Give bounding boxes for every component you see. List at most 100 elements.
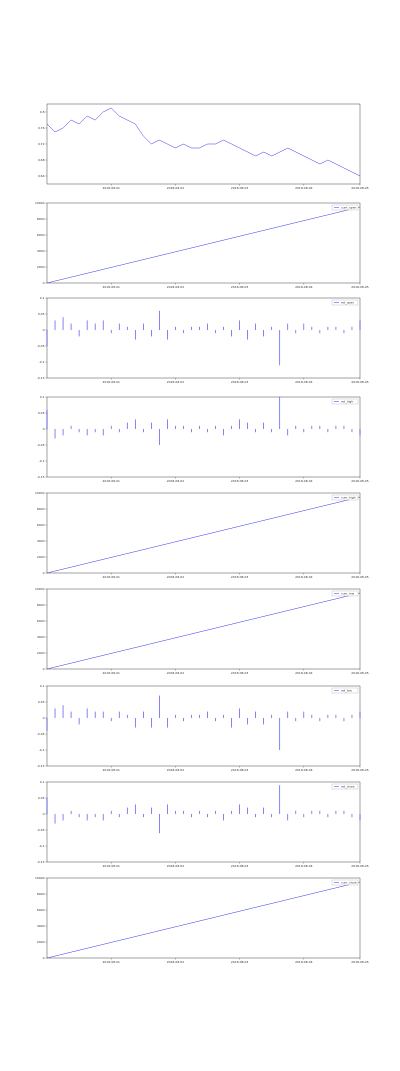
x-tick-label: 2018-08-01: [102, 671, 120, 675]
y-tick-label: 8000: [37, 217, 45, 221]
bar: [94, 323, 96, 330]
bar: [255, 323, 256, 330]
bar: [46, 330, 48, 346]
y-tick-label: 4000: [37, 924, 45, 928]
y-tick-label: 8000: [37, 892, 45, 896]
bar: [70, 323, 72, 330]
bar: [126, 714, 128, 718]
bar: [239, 708, 240, 718]
bar: [78, 429, 80, 433]
legend-label: ret_low: [341, 689, 352, 693]
bar: [134, 718, 136, 728]
plot-frame: [46, 297, 361, 379]
bar: [159, 310, 160, 330]
bar: [351, 326, 353, 330]
bar: [102, 429, 104, 436]
x-tick-label: 2018-08-04: [295, 864, 313, 868]
bar: [199, 425, 200, 429]
bar: [247, 807, 248, 814]
line: [46, 592, 361, 670]
bar: [215, 718, 216, 722]
bar: [343, 425, 345, 429]
y-tick-label: 0.1: [40, 395, 45, 399]
x-tick-label: 2018-08-03: [231, 768, 249, 772]
bar: [167, 330, 168, 340]
y-tick-label: 0: [43, 812, 45, 816]
bar: [118, 429, 120, 433]
bar: [255, 711, 256, 718]
bar: [110, 330, 112, 334]
line: [46, 206, 361, 284]
y-tick-label: -0.15: [37, 475, 45, 479]
legend-box: [331, 879, 359, 886]
y-tick-label: -0.05: [37, 828, 45, 832]
bar: [295, 330, 297, 334]
bar: [215, 810, 216, 814]
y-tick-label: 6000: [37, 233, 45, 237]
bar: [327, 814, 329, 818]
bar: [167, 419, 168, 429]
bar: [239, 804, 240, 814]
y-tick-label: -0.05: [37, 443, 45, 447]
x-tick-label: 2018-08-05: [351, 768, 369, 772]
bar: [319, 330, 321, 334]
bar: [118, 711, 120, 718]
bar: [279, 785, 281, 814]
bar: [231, 425, 232, 429]
x-tick-label: 2018-08-02: [167, 186, 185, 190]
bar: [287, 711, 289, 718]
bar: [239, 320, 240, 330]
bar: [311, 714, 313, 718]
bar: [319, 425, 321, 429]
bar: [215, 425, 216, 429]
x-tick-label: 2018-08-01: [102, 186, 120, 190]
bar: [335, 810, 337, 814]
line: [46, 496, 361, 574]
x-tick-label: 2018-08-02: [167, 671, 185, 675]
legend-label: cum_close: [341, 881, 357, 885]
bar: [359, 711, 361, 718]
x-tick-label: 2018-08-05: [351, 575, 369, 579]
plot-frame: [46, 202, 361, 284]
bar: [110, 425, 112, 429]
bar: [143, 814, 144, 818]
y-tick-label: 0.68: [38, 158, 45, 162]
x-tick-label: 2018-08-05: [351, 380, 369, 384]
bar: [263, 718, 264, 725]
bar: [102, 320, 104, 330]
legend-label: ret_high: [341, 400, 353, 404]
bar: [46, 409, 48, 429]
bar: [239, 419, 240, 429]
bar: [287, 814, 289, 821]
legend-label: cum_high: [341, 496, 356, 500]
x-tick-label: 2018-08-03: [231, 671, 249, 675]
bar: [255, 814, 256, 818]
y-tick-label: 4000: [37, 539, 45, 543]
bar: [118, 814, 120, 818]
y-tick-label: 0: [43, 328, 45, 332]
bar: [319, 810, 321, 814]
y-tick-label: 0.1: [40, 296, 45, 300]
bar: [62, 705, 64, 718]
x-tick-label: 2018-08-04: [295, 479, 313, 483]
bar: [86, 320, 88, 330]
y-tick-label: 10000: [35, 587, 45, 591]
y-tick-label: 0: [43, 571, 45, 575]
bar: [327, 714, 329, 718]
bar: [335, 714, 337, 718]
bar: [191, 814, 192, 818]
bar: [311, 326, 313, 330]
bar: [54, 320, 56, 330]
bar: [175, 326, 176, 330]
y-tick-label: 2000: [37, 555, 45, 559]
plot-frame: [46, 103, 361, 185]
bar: [175, 425, 176, 429]
bar: [78, 330, 80, 337]
x-tick-label: 2018-08-01: [102, 768, 120, 772]
bar: [199, 810, 200, 814]
x-tick-label: 2018-08-02: [167, 768, 185, 772]
x-tick-label: 2018-08-04: [295, 960, 313, 964]
bar: [86, 429, 88, 436]
y-tick-label: -0.15: [37, 860, 45, 864]
bar: [247, 718, 248, 725]
